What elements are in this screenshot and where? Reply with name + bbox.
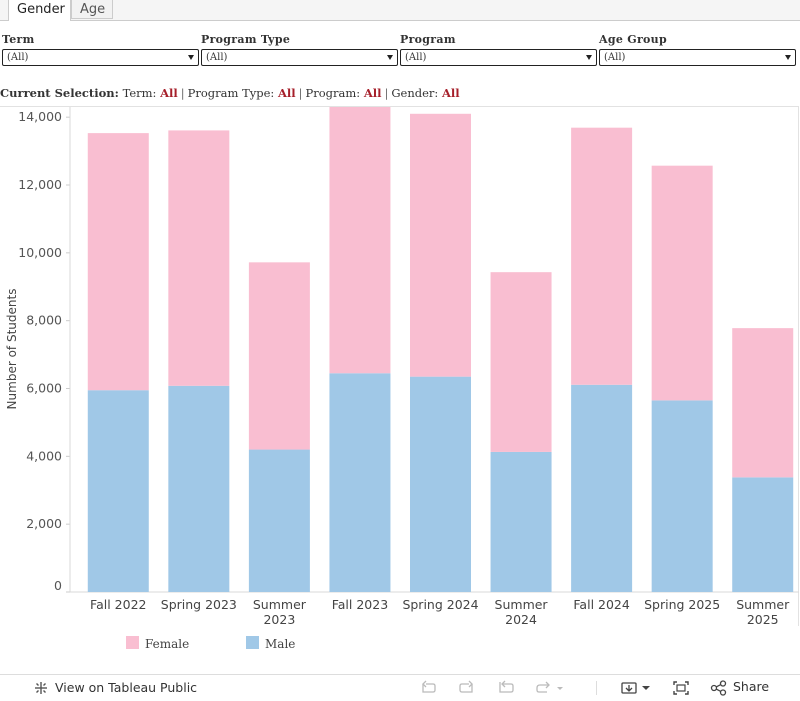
x-tick-label: Fall 2023 <box>332 597 388 612</box>
bar-male-spring-2024 <box>410 376 471 592</box>
chart-area: 0 2,000 4,000 6,000 8,000 10,000 12,000 14,000 N… <box>0 106 799 627</box>
stacked-bar-chart: 0 2,000 4,000 6,000 8,000 10,000 12,000 14,000 N… <box>5 106 799 627</box>
legend-swatch-male <box>246 636 259 649</box>
bar-male-fall-2022 <box>87 390 149 592</box>
y-tick-label: 14,000 <box>18 109 62 124</box>
redo-icon[interactable] <box>458 680 476 696</box>
toolbar-divider <box>596 681 597 695</box>
x-tick-label: Summer <box>495 597 549 612</box>
y-tick-label: 4,000 <box>26 448 62 463</box>
filter-age-group: Age Group (All) <box>599 33 796 66</box>
legend-label-male: Male <box>265 637 296 651</box>
selection-program-type-key: Program Type: <box>187 86 275 100</box>
bar-male-spring-2023 <box>168 385 230 592</box>
bar-female-spring-2024 <box>410 113 471 377</box>
selection-term-key: Term: <box>122 86 157 100</box>
revert-icon[interactable] <box>497 680 515 696</box>
selection-program-key: Program: <box>305 86 361 100</box>
filter-program-dropdown[interactable]: (All) <box>400 49 597 66</box>
filter-age-group-dropdown[interactable]: (All) <box>599 49 796 66</box>
y-tick-label: 6,000 <box>26 381 62 396</box>
selection-separator: | <box>180 86 185 100</box>
dropdown-arrow-icon <box>188 55 194 60</box>
filter-program-type-label: Program Type <box>201 33 291 46</box>
bar-female-summer-2023 <box>248 262 310 450</box>
x-tick-label: 2024 <box>505 612 537 627</box>
selection-separator: | <box>384 86 389 100</box>
selection-separator: | <box>298 86 303 100</box>
dropdown-arrow-icon <box>586 55 592 60</box>
selection-prefix: Current Selection: <box>0 86 119 100</box>
bar-male-spring-2025 <box>651 400 713 592</box>
refresh-icon[interactable] <box>535 680 565 696</box>
bar-male-fall-2023 <box>329 373 391 592</box>
selection-program-type-value: All <box>277 86 296 100</box>
x-tick-label: 2023 <box>263 612 295 627</box>
x-tick-label: Spring 2025 <box>644 597 720 612</box>
download-icon[interactable] <box>620 680 652 696</box>
tableau-toolbar: View on Tableau Public Share <box>0 674 800 701</box>
filter-term-label: Term <box>2 33 35 46</box>
y-tick-label: 10,000 <box>18 245 62 260</box>
filter-term-value: (All) <box>7 52 29 63</box>
view-on-tableau-link[interactable]: View on Tableau Public <box>55 680 198 695</box>
filter-age-group-label: Age Group <box>599 33 667 46</box>
tab-age[interactable]: Age <box>71 0 113 19</box>
filter-program-label: Program <box>400 33 456 46</box>
x-tick-label: Summer <box>736 597 790 612</box>
tab-gender[interactable]: Gender <box>8 0 71 21</box>
bar-female-fall-2023 <box>329 106 391 374</box>
bar-female-fall-2024 <box>571 127 633 385</box>
filter-term: Term (All) <box>2 33 199 66</box>
y-tick-label: 8,000 <box>26 313 62 328</box>
bar-female-spring-2023 <box>168 130 230 386</box>
y-tick-label: 2,000 <box>26 516 62 531</box>
x-tick-label: Fall 2022 <box>90 597 146 612</box>
y-tick-label: 0 <box>54 578 62 593</box>
x-tick-label: 2025 <box>747 612 779 627</box>
selection-gender-key: Gender: <box>391 86 439 100</box>
filter-program-type-dropdown[interactable]: (All) <box>201 49 398 66</box>
bar-male-summer-2023 <box>248 449 310 592</box>
filter-program-type: Program Type (All) <box>201 33 398 66</box>
share-icon[interactable] <box>710 680 728 696</box>
tab-bar: Gender Age <box>0 0 800 21</box>
tableau-logo-icon <box>35 682 47 694</box>
filter-program: Program (All) <box>400 33 597 66</box>
legend-swatch-female <box>126 636 139 649</box>
filter-program-value: (All) <box>405 52 427 63</box>
x-tick-label: Spring 2023 <box>161 597 237 612</box>
y-tick-label: 12,000 <box>18 177 62 192</box>
bar-female-summer-2025 <box>732 328 794 478</box>
x-tick-label: Summer <box>253 597 307 612</box>
bar-male-summer-2025 <box>732 477 794 592</box>
filter-term-dropdown[interactable]: (All) <box>2 49 199 66</box>
fullscreen-icon[interactable] <box>672 680 690 696</box>
bar-female-summer-2024 <box>490 272 552 452</box>
dropdown-arrow-icon <box>785 55 791 60</box>
bar-female-spring-2025 <box>651 165 713 401</box>
bar-male-summer-2024 <box>490 451 552 592</box>
filter-program-type-value: (All) <box>206 52 228 63</box>
x-tick-label: Fall 2024 <box>573 597 629 612</box>
dropdown-arrow-icon <box>387 55 393 60</box>
selection-term-value: All <box>160 86 178 100</box>
legend-label-female: Female <box>145 637 190 651</box>
current-selection: Current Selection: Term: All | Program Typ… <box>0 86 460 100</box>
filter-age-group-value: (All) <box>604 52 626 63</box>
bar-female-fall-2022 <box>87 133 149 391</box>
undo-icon[interactable] <box>419 680 437 696</box>
selection-gender-value: All <box>441 86 460 100</box>
x-tick-label: Spring 2024 <box>402 597 478 612</box>
share-button[interactable]: Share <box>733 679 770 694</box>
selection-program-value: All <box>363 86 382 100</box>
bar-male-fall-2024 <box>571 384 633 592</box>
y-axis-title: Number of Students <box>5 289 19 410</box>
